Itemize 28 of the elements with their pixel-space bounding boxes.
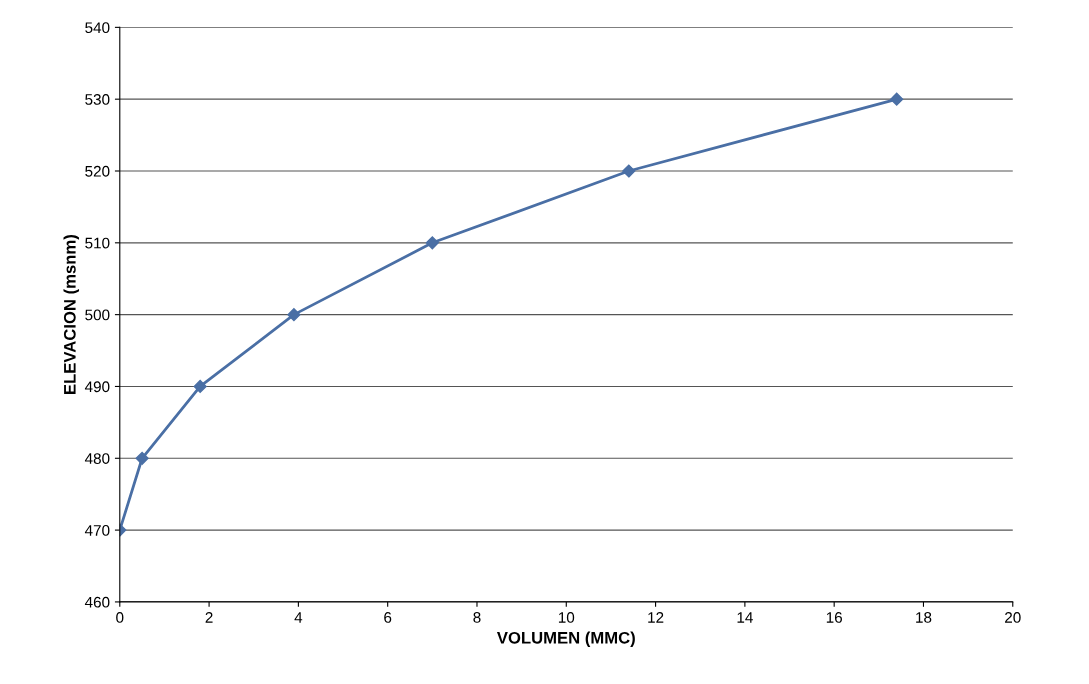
x-tick-label: 0 <box>116 612 124 623</box>
point <box>193 379 207 394</box>
x-tick-label: 14 <box>737 612 753 623</box>
y-tick-label: 460 <box>84 596 110 608</box>
y-axis-title: ELEVACION (msnm) <box>63 235 80 394</box>
y-tick-label: 540 <box>85 22 110 34</box>
y-tick-label: 510 <box>85 237 110 249</box>
y-tick-label: 530 <box>85 94 110 105</box>
y-tick-label: 490 <box>84 381 110 393</box>
y-tick-label: 520 <box>85 165 110 177</box>
point <box>135 451 149 465</box>
y-tick-label: 500 <box>85 309 110 321</box>
x-tick-label: 18 <box>916 612 932 623</box>
x-tick-label: 6 <box>384 612 392 623</box>
point <box>425 236 439 250</box>
y-tick-label: 470 <box>84 524 110 536</box>
x-tick-label: 20 <box>1005 612 1021 623</box>
x-axis-title: VOLUMEN (MMC) <box>496 631 635 647</box>
x-tick-label: 4 <box>294 612 303 623</box>
point <box>622 164 636 178</box>
x-tick-label: 12 <box>648 612 664 623</box>
x-tick-label: 8 <box>473 612 481 623</box>
x-tick-label: 2 <box>205 612 213 623</box>
y-tick-label: 480 <box>84 453 110 464</box>
x-tick-label: 10 <box>558 612 575 623</box>
point <box>890 92 904 106</box>
x-tick-label: 16 <box>826 612 842 623</box>
point <box>287 308 301 322</box>
